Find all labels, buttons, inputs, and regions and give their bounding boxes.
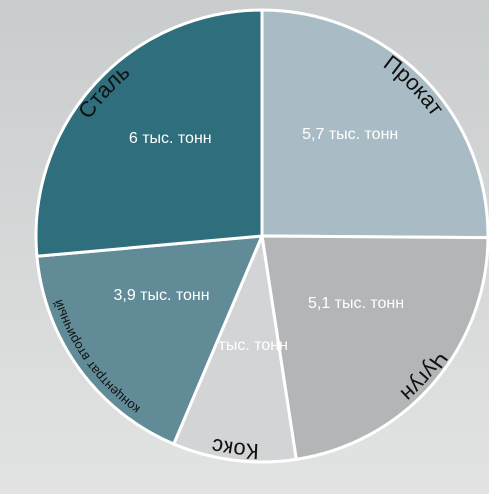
value-label: 2 тыс. тонн <box>205 337 288 355</box>
value-label: 6 тыс. тонн <box>128 130 212 148</box>
value-label: 5,7 тыс. тонн <box>302 126 399 144</box>
pie-slice <box>171 230 298 464</box>
pie-slice <box>34 8 264 258</box>
value-label-box: 2 тыс. тонн <box>205 337 288 355</box>
value-label: 3,9 тыс. тонн <box>113 287 210 305</box>
value-label-box: 5,7 тыс. тонн <box>302 126 399 144</box>
pie-slice <box>260 234 489 462</box>
value-label-box: 6 тыс. тонн <box>128 130 212 148</box>
value-label: 5,1 тыс. тонн <box>307 295 405 313</box>
pie-slice <box>260 8 489 240</box>
value-label-box: 3,9 тыс. тонн <box>113 287 210 305</box>
pie-slice <box>35 234 265 447</box>
value-label-box: 5,1 тыс. тонн <box>307 295 405 313</box>
